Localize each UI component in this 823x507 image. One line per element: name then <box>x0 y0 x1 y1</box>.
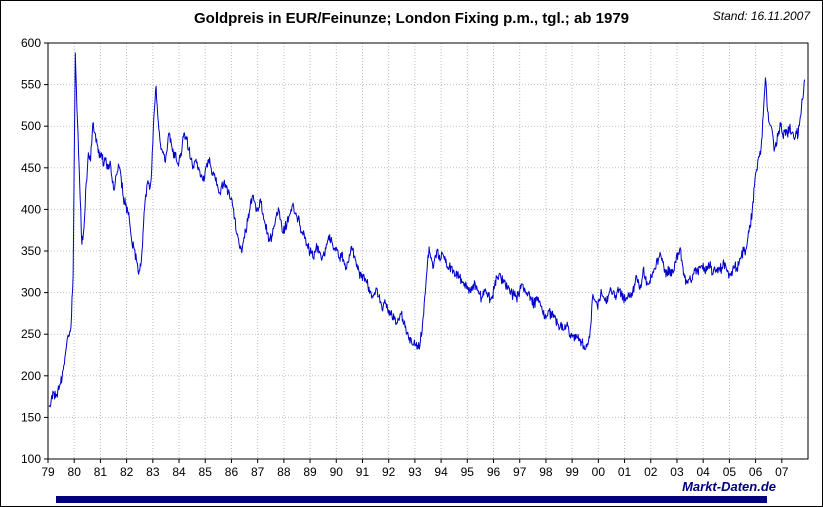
svg-text:150: 150 <box>21 410 41 424</box>
svg-text:450: 450 <box>21 161 41 175</box>
svg-text:02: 02 <box>644 465 658 479</box>
svg-text:07: 07 <box>775 465 789 479</box>
svg-text:03: 03 <box>670 465 684 479</box>
svg-text:600: 600 <box>21 36 41 50</box>
svg-text:96: 96 <box>487 465 501 479</box>
svg-text:86: 86 <box>225 465 239 479</box>
svg-text:300: 300 <box>21 286 41 300</box>
svg-text:99: 99 <box>565 465 579 479</box>
svg-text:81: 81 <box>94 465 108 479</box>
svg-text:93: 93 <box>408 465 422 479</box>
svg-text:200: 200 <box>21 369 41 383</box>
svg-text:91: 91 <box>356 465 370 479</box>
svg-text:350: 350 <box>21 244 41 258</box>
svg-text:550: 550 <box>21 78 41 92</box>
svg-text:97: 97 <box>513 465 527 479</box>
svg-text:06: 06 <box>749 465 763 479</box>
chart-title: Goldpreis in EUR/Feinunze; London Fixing… <box>193 10 630 27</box>
as-of-date-note: Stand: 16.11.2007 <box>712 9 810 23</box>
svg-text:87: 87 <box>251 465 265 479</box>
svg-text:84: 84 <box>172 465 186 479</box>
svg-text:82: 82 <box>120 465 134 479</box>
svg-text:89: 89 <box>303 465 317 479</box>
svg-text:250: 250 <box>21 327 41 341</box>
svg-text:04: 04 <box>696 465 710 479</box>
brand-watermark: Markt-Daten.de <box>682 479 776 494</box>
svg-text:98: 98 <box>539 465 553 479</box>
svg-text:500: 500 <box>21 119 41 133</box>
svg-text:400: 400 <box>21 202 41 216</box>
svg-text:88: 88 <box>277 465 291 479</box>
svg-text:85: 85 <box>199 465 213 479</box>
svg-text:95: 95 <box>461 465 475 479</box>
svg-text:94: 94 <box>434 465 448 479</box>
svg-text:92: 92 <box>382 465 396 479</box>
svg-text:00: 00 <box>592 465 606 479</box>
svg-text:01: 01 <box>618 465 632 479</box>
svg-text:79: 79 <box>41 465 55 479</box>
svg-text:100: 100 <box>21 452 41 466</box>
svg-text:90: 90 <box>330 465 344 479</box>
brand-bar-decoration <box>56 496 767 503</box>
svg-text:83: 83 <box>146 465 160 479</box>
svg-text:80: 80 <box>68 465 82 479</box>
svg-text:05: 05 <box>723 465 737 479</box>
